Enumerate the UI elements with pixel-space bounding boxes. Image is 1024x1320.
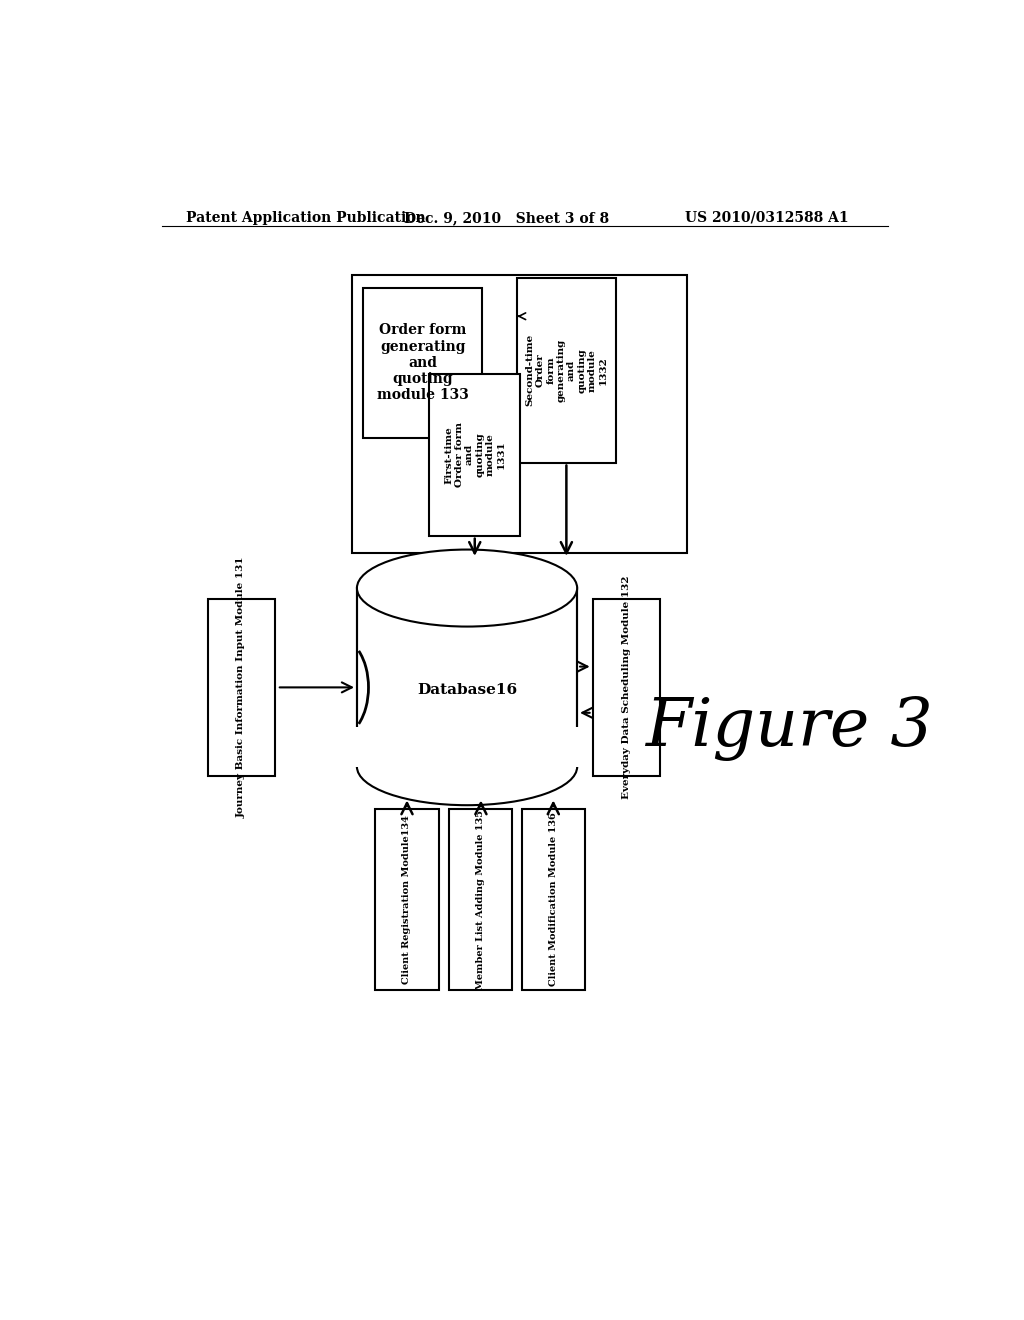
Text: Journey Basic Information Input Module 131: Journey Basic Information Input Module 1…: [237, 557, 246, 818]
Ellipse shape: [357, 549, 578, 627]
Bar: [450, 809, 512, 990]
Text: Order form
generating
and
quoting
module 133: Order form generating and quoting module…: [377, 323, 469, 403]
Text: Dec. 9, 2010   Sheet 3 of 8: Dec. 9, 2010 Sheet 3 of 8: [403, 211, 609, 224]
Bar: [376, 809, 438, 990]
Text: Client Registration Module134: Client Registration Module134: [402, 814, 412, 983]
Bar: [208, 599, 275, 776]
Text: Member List Adding Module 135: Member List Adding Module 135: [476, 809, 485, 990]
Bar: [357, 589, 578, 767]
Ellipse shape: [357, 729, 578, 805]
Bar: [521, 809, 585, 990]
Bar: [517, 277, 615, 462]
Bar: [355, 726, 579, 767]
Text: Figure 3: Figure 3: [645, 696, 933, 760]
Text: Patent Application Publication: Patent Application Publication: [186, 211, 426, 224]
Bar: [593, 599, 660, 776]
Text: US 2010/0312588 A1: US 2010/0312588 A1: [685, 211, 849, 224]
Text: First-time
Order form
and
quoting
module
1331: First-time Order form and quoting module…: [444, 422, 505, 487]
Bar: [429, 374, 520, 536]
Bar: [364, 288, 482, 438]
Text: Database16: Database16: [417, 682, 517, 697]
Bar: [352, 276, 687, 553]
Text: Second-time
Order
form
generating
and
quoting
module
1332: Second-time Order form generating and qu…: [525, 334, 607, 407]
Text: Everyday Data Scheduling Module 132: Everyday Data Scheduling Module 132: [622, 576, 631, 799]
Text: Client Modification Module 136: Client Modification Module 136: [549, 813, 558, 986]
